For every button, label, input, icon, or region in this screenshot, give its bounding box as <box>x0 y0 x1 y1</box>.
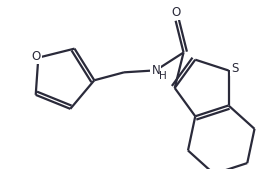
Text: O: O <box>32 50 41 63</box>
Text: H: H <box>159 71 167 81</box>
Text: N: N <box>152 64 160 77</box>
Text: O: O <box>171 6 180 19</box>
Text: S: S <box>231 62 238 75</box>
